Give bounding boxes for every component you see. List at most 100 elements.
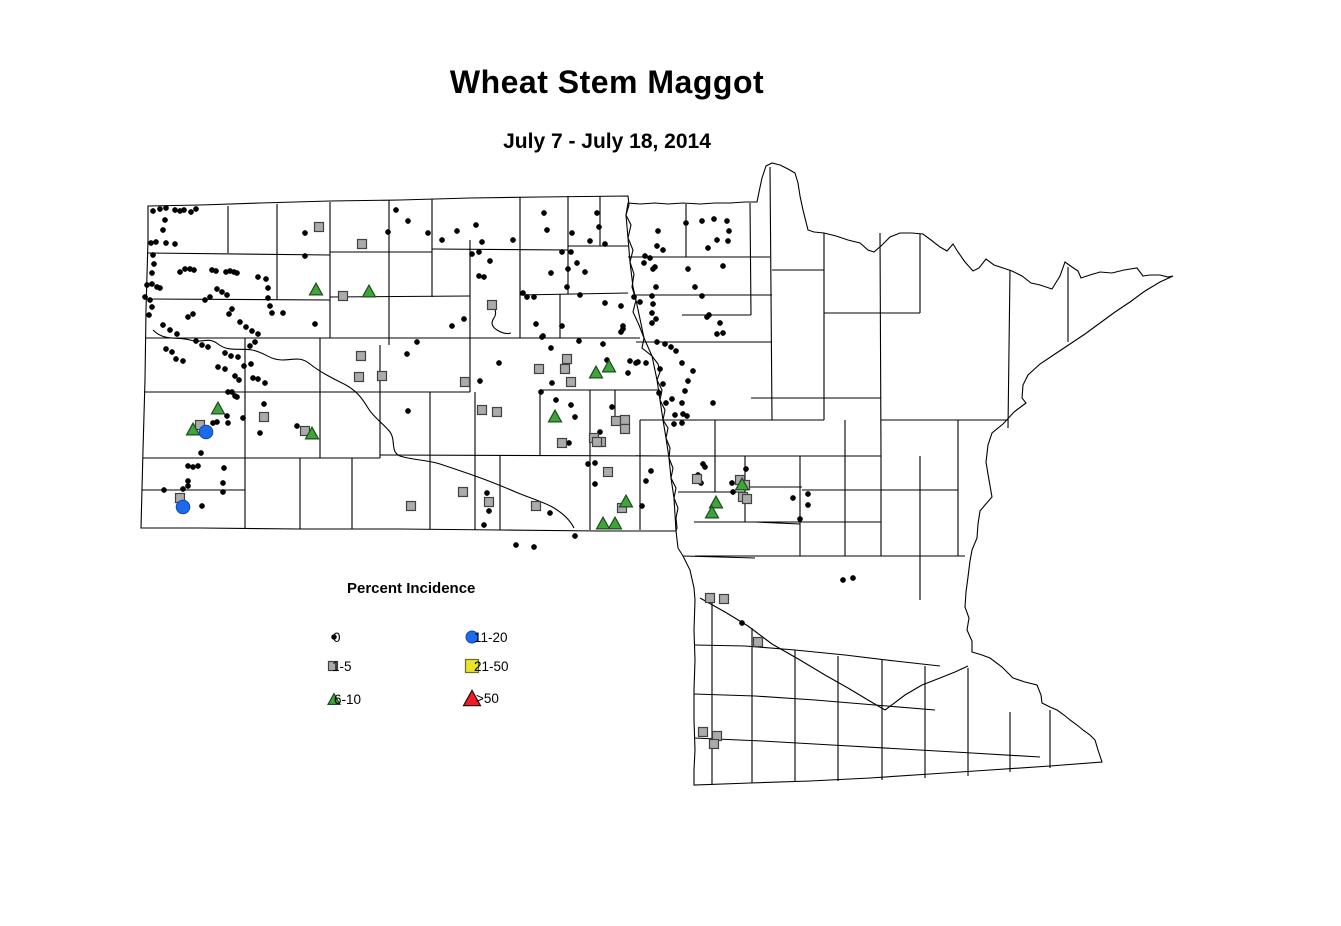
dot-marker-0 bbox=[559, 249, 565, 255]
triangle-marker-6-10 bbox=[734, 476, 750, 491]
dot-marker-0 bbox=[635, 359, 641, 365]
dot-marker-0 bbox=[657, 366, 663, 372]
dot-marker-0 bbox=[476, 249, 482, 255]
dot-marker-0 bbox=[169, 349, 175, 355]
dot-marker-0 bbox=[224, 292, 230, 298]
dot-marker-0 bbox=[569, 230, 575, 236]
dot-marker-0 bbox=[477, 378, 483, 384]
dot-marker-0 bbox=[219, 289, 225, 295]
dot-marker-0 bbox=[650, 266, 656, 272]
dot-marker-0 bbox=[724, 218, 730, 224]
square-marker-1-5 bbox=[704, 592, 716, 604]
dot-marker-0 bbox=[198, 450, 204, 456]
dot-marker-0 bbox=[385, 229, 391, 235]
dot-marker-0 bbox=[481, 522, 487, 528]
dot-marker-0 bbox=[157, 206, 163, 212]
dot-marker-0 bbox=[181, 207, 187, 213]
dot-marker-0 bbox=[669, 396, 675, 402]
dot-marker-0 bbox=[711, 216, 717, 222]
square-marker-1-5 bbox=[337, 290, 349, 302]
dot-marker-0 bbox=[553, 397, 559, 403]
dot-marker-0 bbox=[685, 378, 691, 384]
dot-marker-0 bbox=[720, 330, 726, 336]
square-marker-1-5 bbox=[313, 221, 325, 233]
dot-marker-0 bbox=[649, 293, 655, 299]
legend-symbol-1-5 bbox=[327, 660, 339, 672]
devils-lake bbox=[491, 303, 512, 335]
dot-marker-0 bbox=[730, 489, 736, 495]
square-marker-1-5 bbox=[752, 636, 764, 648]
dot-marker-0 bbox=[520, 290, 526, 296]
dot-marker-0 bbox=[302, 230, 308, 236]
dot-marker-0 bbox=[202, 297, 208, 303]
dot-marker-0 bbox=[549, 380, 555, 386]
dot-marker-0 bbox=[229, 306, 235, 312]
dot-marker-0 bbox=[142, 294, 148, 300]
dot-marker-0 bbox=[547, 510, 553, 516]
dot-marker-0 bbox=[405, 408, 411, 414]
triangle-marker-6-10 bbox=[708, 494, 724, 509]
dot-marker-0 bbox=[559, 323, 565, 329]
dot-marker-0 bbox=[513, 542, 519, 548]
dot-marker-0 bbox=[225, 389, 231, 395]
dot-marker-0 bbox=[572, 533, 578, 539]
dot-marker-0 bbox=[679, 360, 685, 366]
square-marker-1-5 bbox=[491, 406, 503, 418]
dot-marker-0 bbox=[414, 339, 420, 345]
square-marker-1-5 bbox=[376, 370, 388, 382]
dot-marker-0 bbox=[195, 463, 201, 469]
dot-marker-0 bbox=[199, 342, 205, 348]
legend-item-0: 0 bbox=[324, 627, 341, 647]
dot-marker-0 bbox=[649, 320, 655, 326]
dot-marker-0 bbox=[241, 363, 247, 369]
square-marker-1-5 bbox=[565, 376, 577, 388]
legend-label-0: 0 bbox=[333, 629, 341, 645]
dot-marker-0 bbox=[850, 575, 856, 581]
dot-marker-0 bbox=[148, 240, 154, 246]
square-marker-1-5 bbox=[459, 376, 471, 388]
dot-marker-0 bbox=[262, 380, 268, 386]
dot-marker-0 bbox=[220, 489, 226, 495]
dot-marker-0 bbox=[544, 227, 550, 233]
triangle-marker-6-10 bbox=[618, 493, 634, 508]
legend-item-11-20: 11-20 bbox=[462, 627, 508, 647]
dot-marker-0 bbox=[596, 224, 602, 230]
square-marker-1-5 bbox=[533, 363, 545, 375]
dot-marker-0 bbox=[255, 331, 261, 337]
dot-marker-0 bbox=[684, 413, 690, 419]
triangle-marker-6-10 bbox=[601, 358, 617, 373]
dot-marker-0 bbox=[185, 463, 191, 469]
square-marker-1-5 bbox=[353, 371, 365, 383]
square-marker-1-5 bbox=[355, 350, 367, 362]
dot-marker-0 bbox=[222, 366, 228, 372]
triangle-marker-6-10 bbox=[308, 281, 324, 296]
square-marker-1-5 bbox=[457, 486, 469, 498]
dot-marker-0 bbox=[228, 353, 234, 359]
dot-marker-0 bbox=[215, 364, 221, 370]
dot-marker-0 bbox=[565, 266, 571, 272]
dot-marker-0 bbox=[587, 238, 593, 244]
dot-marker-0 bbox=[662, 341, 668, 347]
dot-marker-0 bbox=[631, 294, 637, 300]
dot-marker-0 bbox=[564, 284, 570, 290]
dot-marker-0 bbox=[193, 338, 199, 344]
dot-marker-0 bbox=[668, 344, 674, 350]
square-marker-1-5 bbox=[691, 473, 703, 485]
square-marker-1-5 bbox=[741, 493, 753, 505]
legend-label-21-50: 21-50 bbox=[474, 658, 509, 674]
dot-marker-0 bbox=[620, 326, 626, 332]
dot-marker-0 bbox=[656, 390, 662, 396]
dot-marker-0 bbox=[524, 294, 530, 300]
dot-marker-0 bbox=[454, 228, 460, 234]
square-marker-1-5 bbox=[405, 500, 417, 512]
minnesota-county-lines bbox=[628, 166, 1069, 785]
dot-marker-0 bbox=[157, 285, 163, 291]
dot-marker-0 bbox=[592, 460, 598, 466]
dot-marker-0 bbox=[673, 348, 679, 354]
dot-marker-0 bbox=[149, 304, 155, 310]
square-marker-1-5 bbox=[556, 437, 568, 449]
dot-marker-0 bbox=[243, 324, 249, 330]
dot-marker-0 bbox=[147, 297, 153, 303]
legend-symbol-21-50 bbox=[464, 658, 480, 674]
